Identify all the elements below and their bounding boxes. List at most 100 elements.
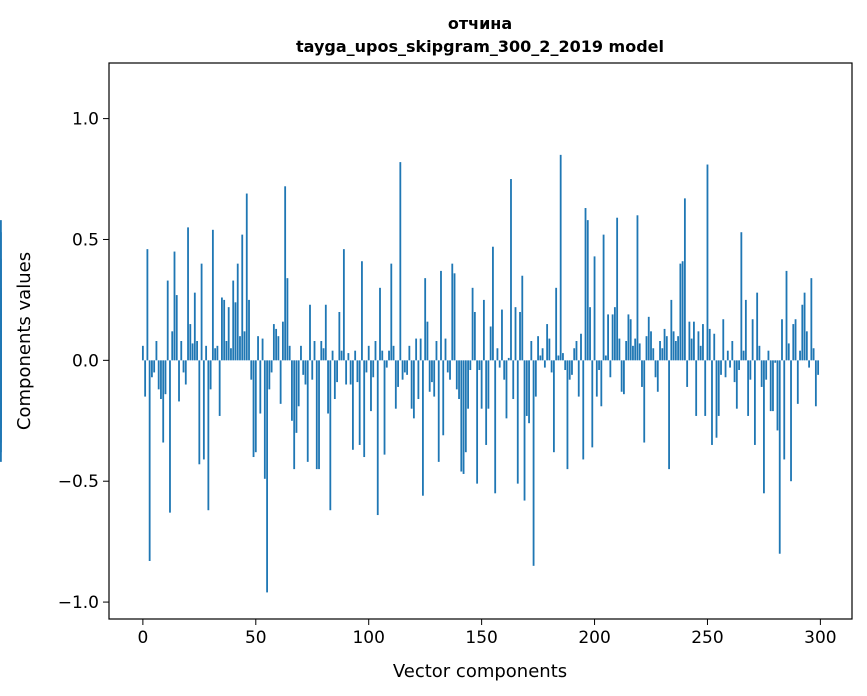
- bar: [214, 348, 217, 361]
- bar: [428, 360, 431, 392]
- bar: [431, 360, 433, 383]
- x-axis: 0 50 100 150 200 250 300: [137, 619, 837, 648]
- bar: [760, 360, 763, 387]
- x-tick-label: 0: [137, 628, 148, 648]
- bar: [390, 263, 393, 361]
- bar: [345, 360, 348, 385]
- bar: [304, 360, 307, 385]
- bar: [607, 314, 609, 361]
- bar: [331, 350, 334, 361]
- bar: [744, 299, 747, 361]
- bar: [259, 360, 262, 414]
- bar: [767, 350, 770, 361]
- bar: [729, 360, 731, 368]
- bar: [302, 360, 305, 375]
- bar: [726, 350, 729, 361]
- bar: [480, 360, 483, 409]
- bar: [623, 360, 625, 395]
- bar: [234, 302, 237, 361]
- bar: [799, 350, 801, 361]
- bar: [763, 360, 765, 494]
- bar: [733, 360, 736, 383]
- bar: [575, 341, 578, 361]
- bar: [293, 360, 296, 470]
- bar: [814, 360, 817, 407]
- bar: [568, 360, 571, 380]
- bar-series: [0, 154, 820, 593]
- bar: [218, 360, 221, 416]
- bar: [704, 360, 707, 416]
- bar: [683, 198, 686, 361]
- bar: [697, 331, 700, 361]
- bar: [810, 278, 813, 361]
- bar: [406, 360, 409, 375]
- bar: [790, 360, 792, 482]
- bar: [245, 193, 248, 361]
- bar: [677, 336, 680, 361]
- bar: [449, 360, 451, 380]
- bar: [266, 360, 268, 593]
- bar: [211, 229, 214, 361]
- bar: [254, 360, 257, 453]
- bar: [559, 154, 562, 361]
- bar: [281, 321, 284, 361]
- y-tick-label: −0.5: [58, 472, 99, 492]
- bar: [221, 297, 223, 361]
- bar: [731, 341, 734, 361]
- bar: [498, 360, 501, 368]
- bar: [415, 338, 418, 361]
- bar: [151, 360, 153, 378]
- bar: [636, 215, 639, 361]
- x-tick-label: 250: [691, 628, 723, 648]
- bar: [236, 263, 239, 361]
- bar: [609, 360, 612, 378]
- bar: [164, 360, 167, 395]
- bar: [604, 355, 607, 361]
- bar: [740, 232, 743, 361]
- bar: [225, 341, 228, 361]
- bar: [435, 341, 438, 361]
- bar: [602, 234, 605, 361]
- bar: [528, 360, 530, 424]
- x-tick-label: 200: [578, 628, 610, 648]
- bar: [313, 341, 316, 361]
- bar: [455, 360, 458, 390]
- bar: [187, 227, 189, 361]
- bar: [388, 350, 390, 361]
- bar: [189, 324, 192, 361]
- bar: [153, 360, 156, 373]
- bar: [469, 360, 472, 371]
- bar: [494, 360, 497, 494]
- x-tick-label: 300: [804, 628, 836, 648]
- bar: [654, 360, 657, 378]
- bar: [227, 307, 230, 361]
- bar: [309, 304, 311, 361]
- bar: [306, 360, 309, 462]
- bar: [785, 270, 788, 361]
- bar: [629, 319, 632, 361]
- bar: [223, 299, 226, 361]
- bar: [241, 234, 244, 361]
- x-tick-label: 100: [352, 628, 384, 648]
- bar: [381, 350, 384, 361]
- bar: [261, 338, 264, 361]
- bar: [747, 360, 750, 416]
- bar: [252, 360, 255, 458]
- bar: [670, 299, 673, 361]
- bar: [674, 341, 677, 361]
- bar: [546, 324, 549, 361]
- bar: [363, 360, 366, 458]
- bar: [315, 360, 318, 470]
- bar: [756, 292, 759, 361]
- bar: [586, 220, 589, 361]
- bar: [460, 360, 463, 472]
- bar: [573, 348, 576, 361]
- bar: [735, 360, 738, 409]
- bar: [722, 319, 725, 361]
- bar: [270, 360, 273, 373]
- bar: [198, 360, 201, 465]
- bar: [711, 360, 713, 445]
- bar: [268, 360, 271, 390]
- bar: [166, 280, 169, 361]
